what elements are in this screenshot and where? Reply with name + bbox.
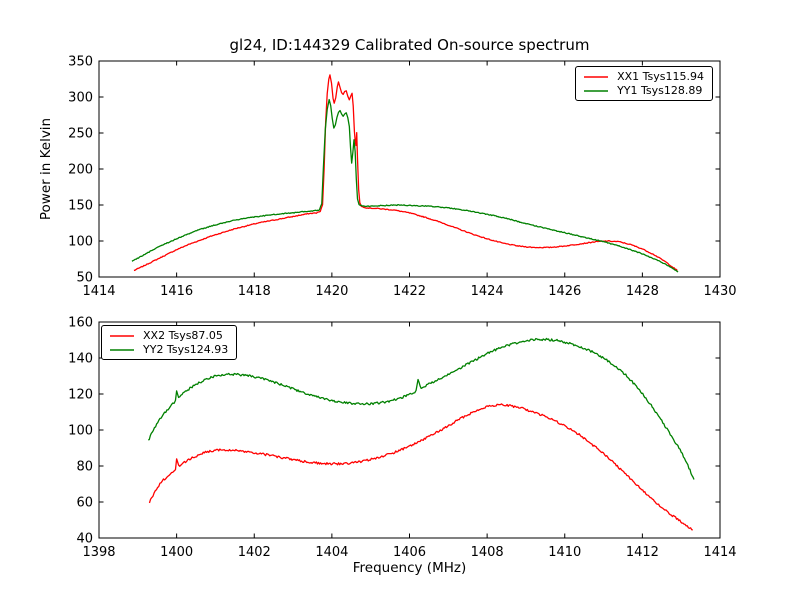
- legend-entry: YY1 Tsys128.89: [583, 84, 704, 97]
- legend-entry: YY2 Tsys124.93: [109, 343, 228, 356]
- x-tick-label: 1418: [238, 284, 271, 299]
- x-tick-label: 1414: [82, 284, 115, 299]
- y-tick-label: 50: [76, 271, 93, 286]
- y-tick-label: 300: [68, 91, 93, 106]
- y-tick-label: 150: [68, 199, 93, 214]
- x-tick-label: 1412: [626, 545, 659, 560]
- legend-top-plot: XX1 Tsys115.94 YY1 Tsys128.89: [575, 66, 713, 101]
- chart-title: gl24, ID:144329 Calibrated On-source spe…: [229, 36, 590, 54]
- series-line-yy1: [131, 98, 679, 273]
- series-line-xx2: [148, 403, 693, 531]
- y-tick-label: 140: [68, 352, 93, 367]
- legend-line-sample-red: [110, 334, 134, 337]
- y-axis-label: Power in Kelvin: [38, 117, 54, 221]
- legend-entry: XX2 Tsys87.05: [109, 329, 228, 342]
- x-tick-label: 1404: [315, 545, 348, 560]
- x-tick-label: 1430: [703, 284, 736, 299]
- x-tick-label: 1420: [315, 284, 348, 299]
- y-tick-label: 160: [68, 316, 93, 331]
- x-tick-label: 1406: [393, 545, 426, 560]
- legend-bottom-plot: XX2 Tsys87.05 YY2 Tsys124.93: [101, 325, 238, 360]
- y-tick-label: 80: [76, 460, 93, 475]
- x-ticks: 1414 1416 1418 1420 1422 1424 1426 1428 1430: [82, 61, 737, 299]
- x-axis-label: Frequency (MHz): [352, 560, 467, 576]
- legend-line-sample-green: [584, 89, 609, 92]
- y-ticks: 40 60 80 100 120 140 160: [68, 316, 720, 547]
- legend-label: YY2 Tsys124.93: [143, 343, 229, 356]
- legend-label: XX1 Tsys115.94: [617, 70, 704, 83]
- series-line-yy2: [147, 337, 695, 480]
- y-tick-label: 40: [76, 532, 93, 547]
- subplot-1: 1398 1400 1402 1404 1406 1408 1410 1412 1414 40 60…: [68, 316, 736, 561]
- y-tick-label: 250: [68, 127, 93, 142]
- y-tick-label: 350: [68, 55, 93, 70]
- subplot-0: 1414 1416 1418 1420 1422 1424 1426 1428 1430 50 10…: [68, 55, 736, 300]
- y-tick-label: 200: [68, 163, 93, 178]
- x-tick-label: 1414: [703, 545, 736, 560]
- y-tick-label: 60: [76, 496, 93, 511]
- y-tick-label: 100: [68, 424, 93, 439]
- x-tick-label: 1408: [471, 545, 504, 560]
- legend-entry: XX1 Tsys115.94: [583, 70, 704, 83]
- y-tick-label: 120: [68, 388, 93, 403]
- x-tick-label: 1410: [548, 545, 581, 560]
- y-ticks: 50 100 150 200 250 300 350: [68, 55, 720, 286]
- x-tick-label: 1402: [238, 545, 271, 560]
- series-line-xx1: [133, 74, 678, 272]
- y-tick-label: 100: [68, 235, 93, 250]
- x-tick-label: 1428: [626, 284, 659, 299]
- legend-line-sample-green: [110, 348, 134, 351]
- x-tick-label: 1424: [471, 284, 504, 299]
- legend-label: XX2 Tsys87.05: [143, 329, 223, 342]
- x-tick-label: 1426: [548, 284, 581, 299]
- legend-line-sample-red: [584, 75, 609, 78]
- x-ticks: 1398 1400 1402 1404 1406 1408 1410 1412 1414: [82, 322, 737, 560]
- legend-label: YY1 Tsys128.89: [617, 84, 703, 97]
- x-tick-label: 1400: [160, 545, 193, 560]
- x-tick-label: 1416: [160, 284, 193, 299]
- x-tick-label: 1422: [393, 284, 426, 299]
- x-tick-label: 1398: [82, 545, 115, 560]
